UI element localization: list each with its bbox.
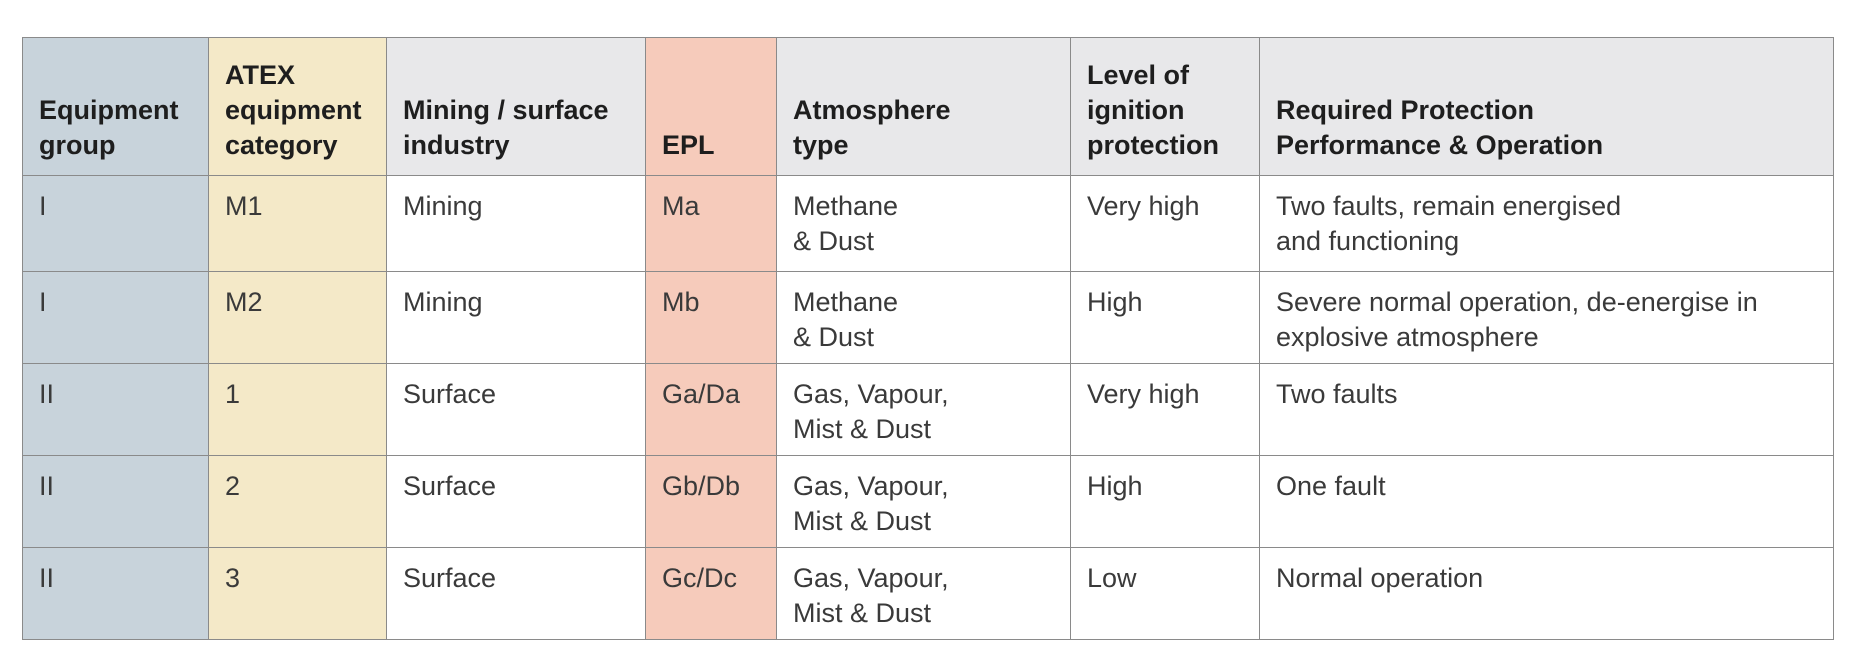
cell-equipment-group: II: [22, 547, 209, 640]
cell-atex-category: M2: [208, 271, 387, 364]
header-required-protection: Required Protection Performance & Operat…: [1259, 37, 1834, 176]
cell-atmosphere-type: Gas, Vapour, Mist & Dust: [776, 547, 1071, 640]
cell-atmosphere-type: Methane & Dust: [776, 271, 1071, 364]
cell-equipment-group: II: [22, 455, 209, 548]
cell-industry: Surface: [386, 363, 646, 456]
cell-industry: Surface: [386, 455, 646, 548]
cell-required-protection: Two faults, remain energised and functio…: [1259, 175, 1834, 272]
cell-atmosphere-type: Methane & Dust: [776, 175, 1071, 272]
table-row: II 3 Surface Gc/Dc Gas, Vapour, Mist & D…: [22, 547, 1834, 640]
table-row: I M2 Mining Mb Methane & Dust High Sever…: [22, 271, 1834, 364]
cell-required-protection: Normal operation: [1259, 547, 1834, 640]
cell-equipment-group: II: [22, 363, 209, 456]
cell-atex-category: 2: [208, 455, 387, 548]
cell-epl: Mb: [645, 271, 777, 364]
cell-ignition-protection: High: [1070, 455, 1260, 548]
table-row: I M1 Mining Ma Methane & Dust Very high …: [22, 175, 1834, 272]
cell-required-protection: One fault: [1259, 455, 1834, 548]
cell-required-protection: Two faults: [1259, 363, 1834, 456]
header-epl: EPL: [645, 37, 777, 176]
cell-ignition-protection: Low: [1070, 547, 1260, 640]
header-equipment-group: Equipment group: [22, 37, 209, 176]
table-row: II 1 Surface Ga/Da Gas, Vapour, Mist & D…: [22, 363, 1834, 456]
cell-atmosphere-type: Gas, Vapour, Mist & Dust: [776, 455, 1071, 548]
cell-industry: Mining: [386, 175, 646, 272]
cell-ignition-protection: Very high: [1070, 175, 1260, 272]
header-industry: Mining / surface industry: [386, 37, 646, 176]
cell-ignition-protection: High: [1070, 271, 1260, 364]
cell-epl: Ma: [645, 175, 777, 272]
atex-table-container: Equipment group ATEX equipment category …: [22, 37, 1834, 640]
cell-atex-category: 3: [208, 547, 387, 640]
header-atmosphere-type: Atmosphere type: [776, 37, 1071, 176]
cell-epl: Ga/Da: [645, 363, 777, 456]
header-ignition-protection: Level of ignition protection: [1070, 37, 1260, 176]
cell-atmosphere-type: Gas, Vapour, Mist & Dust: [776, 363, 1071, 456]
header-atex-category: ATEX equipment category: [208, 37, 387, 176]
cell-required-protection: Severe normal operation, de-energise in …: [1259, 271, 1834, 364]
header-row: Equipment group ATEX equipment category …: [22, 37, 1834, 176]
cell-atex-category: M1: [208, 175, 387, 272]
cell-atex-category: 1: [208, 363, 387, 456]
cell-equipment-group: I: [22, 271, 209, 364]
atex-equipment-table: Equipment group ATEX equipment category …: [22, 37, 1834, 640]
cell-equipment-group: I: [22, 175, 209, 272]
cell-industry: Surface: [386, 547, 646, 640]
table-row: II 2 Surface Gb/Db Gas, Vapour, Mist & D…: [22, 455, 1834, 548]
cell-industry: Mining: [386, 271, 646, 364]
cell-epl: Gc/Dc: [645, 547, 777, 640]
cell-ignition-protection: Very high: [1070, 363, 1260, 456]
cell-epl: Gb/Db: [645, 455, 777, 548]
